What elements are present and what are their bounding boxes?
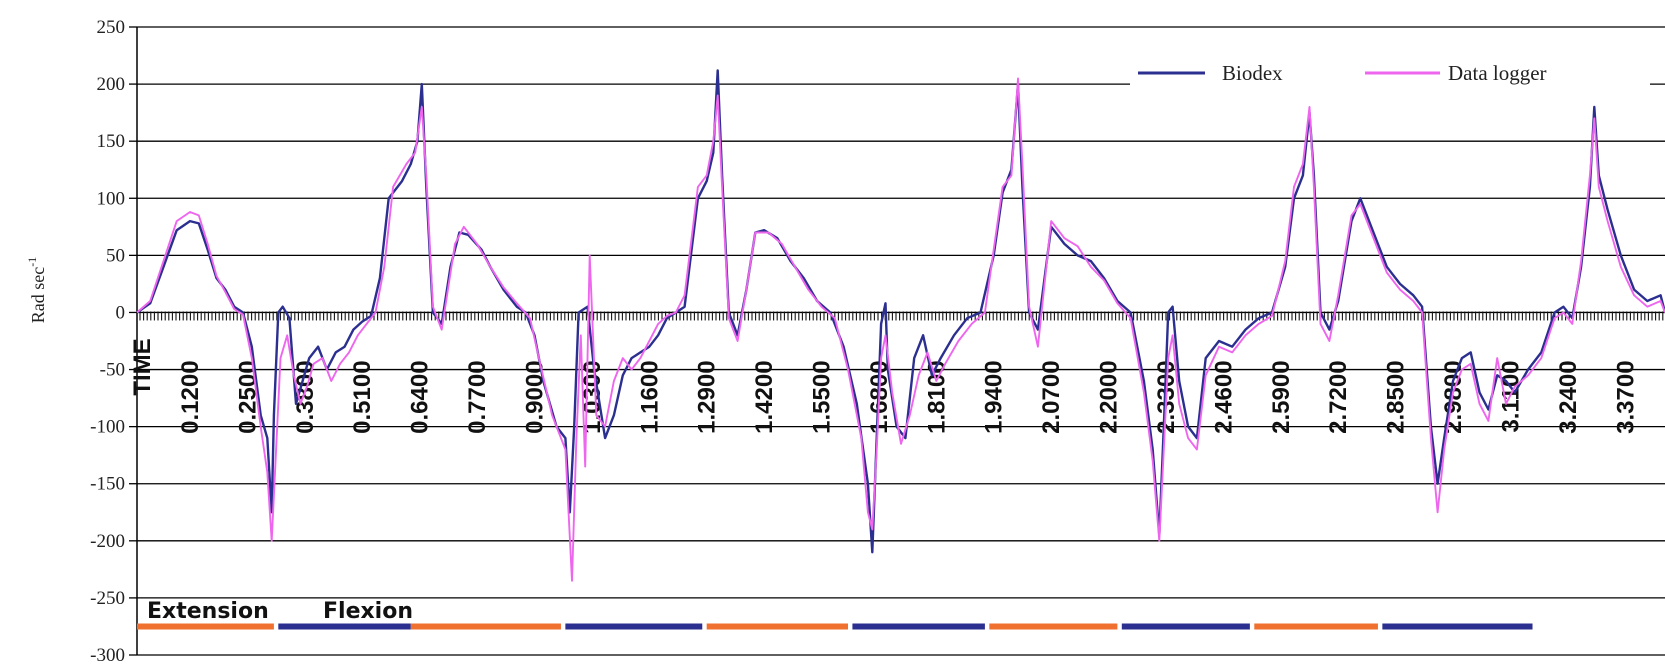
x-tick-label: 2.7200 (1325, 360, 1352, 433)
y-axis-label: Rad sec-1 (25, 257, 48, 323)
legend: Biodex Data logger (1130, 55, 1650, 93)
x-tick-label: 0.7700 (464, 360, 491, 433)
x-tick-label: 2.2000 (1096, 360, 1123, 433)
y-tick-label: -100 (90, 417, 125, 438)
x-axis: 0.1200 0.2500 0.3800 0.5100 0.6400 0.7700 0.90… (139, 311, 1664, 434)
legend-label-biodex: Biodex (1222, 61, 1283, 85)
x-tick-label: 2.5900 (1268, 360, 1295, 433)
legend-label-data-logger: Data logger (1448, 61, 1547, 85)
y-axis-label-superscript: -1 (25, 257, 39, 267)
series-line-biodex (136, 69, 1665, 554)
x-tick-label: 2.0700 (1038, 360, 1065, 433)
y-tick-label: 200 (97, 74, 126, 95)
y-tick-label: -150 (90, 474, 125, 495)
y-tick-label: -50 (100, 360, 125, 381)
x-tick-label: 3.2400 (1555, 360, 1582, 433)
x-tick-label: 1.4200 (751, 360, 778, 433)
x-tick-label: 1.8100 (923, 360, 950, 433)
x-tick-label: 1.9400 (981, 360, 1008, 433)
y-tick-label: -250 (90, 588, 125, 609)
x-tick-label: 3.3700 (1612, 360, 1639, 433)
y-tick-label: -200 (90, 531, 125, 552)
y-tick-label: 250 (97, 17, 126, 38)
phase-label-flexion: Flexion (323, 599, 413, 624)
x-tick-label: 0.5100 (349, 360, 376, 433)
x-tick-label: 2.9800 (1440, 360, 1467, 433)
y-tick-label: 150 (97, 131, 126, 152)
y-tick-label: 0 (116, 302, 126, 323)
x-tick-label: 2.8500 (1383, 360, 1410, 433)
x-tick-label: 1.5500 (809, 360, 836, 433)
x-tick-label: 0.6400 (407, 360, 434, 433)
y-axis: 250 200 150 100 50 0 -50 -100 -150 -200 -250 -300 (90, 17, 138, 665)
x-tick-label: 1.2900 (694, 360, 721, 433)
grid-lines (137, 26, 1665, 656)
plot-series (136, 69, 1665, 582)
series-line-data-logger (136, 77, 1665, 582)
x-axis-title: TIME (129, 338, 156, 395)
x-tick-label: 1.1600 (636, 360, 663, 433)
x-tick-label: 0.1200 (177, 360, 204, 433)
x-tick-label: 0.9000 (521, 360, 548, 433)
y-tick-label: 100 (97, 188, 126, 209)
x-tick-label: 3.1100 (1497, 360, 1524, 432)
x-tick-label: 2.4600 (1210, 360, 1237, 433)
phase-label-extension: Extension (147, 599, 269, 624)
y-tick-label: 50 (106, 245, 125, 266)
y-tick-label: -300 (90, 645, 125, 665)
